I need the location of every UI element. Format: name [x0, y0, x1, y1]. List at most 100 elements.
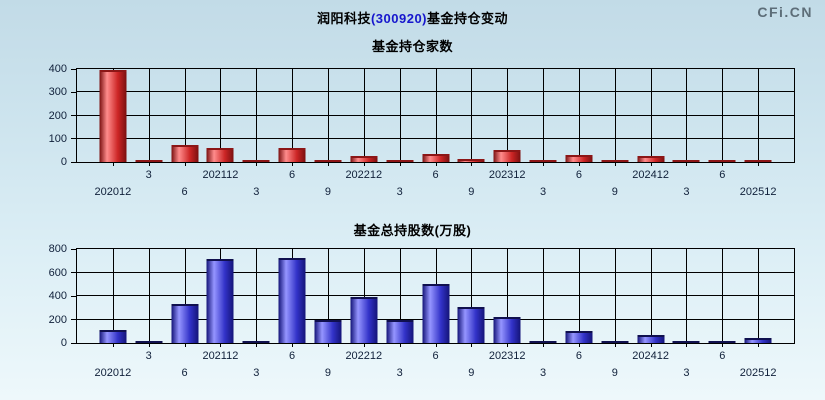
- x-axis-tick: [650, 343, 652, 347]
- gridline-vertical: [614, 249, 616, 343]
- gridline-vertical: [256, 249, 258, 343]
- x-axis-label: 9: [324, 367, 331, 379]
- bar-6: [422, 283, 449, 343]
- gridline-vertical: [722, 249, 724, 343]
- y-axis-tick: [71, 115, 77, 116]
- y-axis-label: 200: [48, 109, 67, 122]
- gridline-vertical: [292, 69, 294, 162]
- page-title-suffix: 基金持仓变动: [427, 11, 509, 26]
- bar-202412: [637, 156, 665, 162]
- x-axis-tick: [686, 343, 688, 347]
- x-axis-label: 3: [396, 367, 403, 379]
- cfi-watermark: CFi.CN: [757, 4, 813, 20]
- x-axis-tick: [758, 162, 760, 166]
- gridline-vertical: [363, 69, 365, 162]
- x-axis-label: 9: [324, 186, 331, 198]
- gridline-vertical: [507, 249, 509, 343]
- x-axis-label: 202112: [202, 169, 239, 181]
- y-axis-tick: [71, 272, 77, 273]
- x-axis-tick: [435, 343, 437, 347]
- gridline-vertical: [686, 249, 688, 343]
- bar-6: [171, 304, 199, 343]
- x-axis-tick: [471, 162, 473, 166]
- x-axis-label: 6: [432, 169, 439, 181]
- gridline-vertical: [471, 69, 473, 162]
- gridline-vertical: [399, 249, 401, 343]
- y-axis-tick: [71, 91, 77, 93]
- gridline-vertical: [758, 69, 760, 162]
- bar-202112: [206, 148, 234, 162]
- x-axis-label: 3: [253, 186, 260, 198]
- x-axis-label: 6: [432, 350, 439, 362]
- x-axis-tick: [543, 162, 545, 166]
- x-axis-tick: [220, 343, 222, 347]
- bar-6: [278, 148, 306, 162]
- x-axis-label: 3: [539, 186, 547, 198]
- x-axis-tick: [435, 162, 437, 166]
- x-axis-label: 202512: [739, 186, 777, 198]
- y-axis-label: 0: [60, 337, 67, 349]
- bar-3: [529, 160, 557, 162]
- gridline-vertical: [148, 69, 150, 162]
- x-axis-tick: [363, 343, 365, 347]
- y-axis-label: 300: [48, 86, 67, 99]
- gridline-vertical: [578, 69, 580, 162]
- x-axis-label: 202212: [345, 350, 383, 362]
- y-axis-tick: [71, 295, 77, 297]
- x-axis-label: 3: [396, 186, 403, 198]
- x-axis-label: 202412: [632, 169, 669, 181]
- x-axis-tick: [614, 343, 616, 347]
- chart-fund-total-shares: 基金总持股数(万股) 0 200 400 600 800 202012 3 6 202112 3 6…: [0, 220, 825, 395]
- bar-202312: [493, 316, 521, 343]
- bar-202012: [99, 329, 127, 343]
- gridline-vertical: [758, 249, 760, 343]
- bar-3: [242, 160, 270, 162]
- bar-202212: [350, 155, 378, 162]
- x-axis-label: 202312: [488, 169, 526, 181]
- x-axis-label: 9: [468, 186, 475, 198]
- bar-3: [386, 319, 414, 343]
- page-title-company: 润阳科技: [316, 11, 371, 26]
- fund-holder-count-plot-area: 0 100 200 300 400 202012 3 6 202112 3 6 9 202212 3 6 9 2…: [49, 63, 795, 198]
- x-axis-label: 9: [611, 186, 618, 198]
- gridline-vertical: [256, 69, 258, 162]
- x-axis-tick: [292, 162, 294, 166]
- gridline-vertical: [184, 69, 186, 162]
- gridline-vertical: [148, 249, 150, 343]
- x-axis-label: 3: [145, 169, 152, 181]
- x-axis-tick: [327, 162, 329, 166]
- bar-202512: [744, 338, 772, 343]
- y-axis-tick: [71, 248, 77, 250]
- page-title: 润阳科技(300920)基金持仓变动: [0, 8, 825, 27]
- x-axis-label: 3: [253, 367, 260, 379]
- x-axis-label: 6: [719, 350, 726, 362]
- x-axis-label: 202312: [488, 350, 526, 362]
- bar-3: [386, 160, 414, 162]
- x-axis-tick: [578, 343, 580, 347]
- y-axis-label: 0: [60, 156, 67, 168]
- x-axis-tick: [614, 162, 616, 166]
- bar-6: [171, 144, 199, 162]
- gridline-vertical: [650, 69, 652, 162]
- gridline-vertical: [435, 69, 437, 162]
- bar-3: [242, 341, 270, 343]
- gridline-vertical: [722, 69, 724, 162]
- x-axis-tick: [363, 162, 365, 166]
- x-axis-label: 3: [683, 186, 690, 198]
- gridline-vertical: [399, 69, 401, 162]
- x-axis-label: 6: [181, 186, 188, 198]
- x-axis-tick: [578, 162, 580, 166]
- x-axis-label: 202412: [632, 350, 669, 362]
- gridline-vertical: [578, 249, 580, 343]
- x-axis-tick: [758, 343, 760, 347]
- bar-3: [135, 341, 163, 343]
- x-axis-label: 3: [539, 367, 547, 379]
- x-axis-label: 202012: [94, 186, 132, 198]
- bar-9: [314, 159, 342, 162]
- bar-3: [135, 159, 163, 162]
- x-axis-tick: [327, 343, 329, 347]
- x-axis-tick: [184, 343, 186, 347]
- y-axis-label: 100: [48, 132, 67, 145]
- x-axis-tick: [148, 343, 150, 347]
- gridline-vertical: [686, 69, 688, 162]
